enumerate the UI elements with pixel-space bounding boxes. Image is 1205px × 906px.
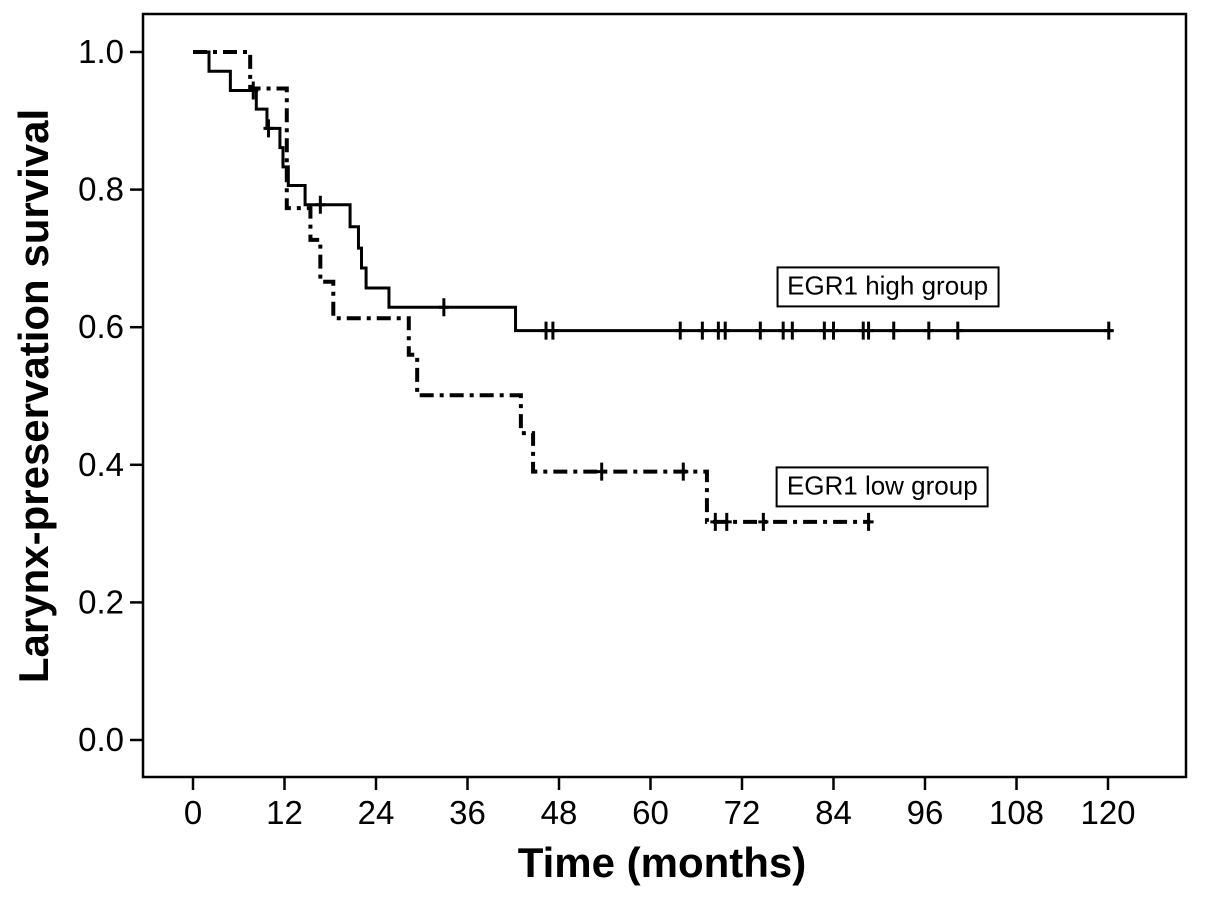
y-tick-label: 0.0 xyxy=(78,721,124,758)
curve-egr1-low-group xyxy=(193,50,871,524)
x-tick-label: 60 xyxy=(632,794,669,831)
y-tick-label: 1.0 xyxy=(78,33,124,70)
x-tick-label: 0 xyxy=(184,794,202,831)
x-tick-label: 108 xyxy=(989,794,1044,831)
x-tick-label: 120 xyxy=(1080,794,1135,831)
x-tick-label: 48 xyxy=(541,794,578,831)
survival-curves xyxy=(193,50,1114,531)
y-axis-title: Larynx-preservation survival xyxy=(10,109,57,683)
y-axis-ticks: 0.0 0.2 0.4 0.6 0.8 1.0 xyxy=(78,33,143,758)
x-tick-label: 72 xyxy=(724,794,761,831)
x-tick-label: 24 xyxy=(358,794,395,831)
x-tick-label: 84 xyxy=(815,794,852,831)
censor-marks-egr1-low-group xyxy=(596,462,874,531)
y-tick-label: 0.6 xyxy=(78,308,124,345)
egr1-low-group-label: EGR1 low group xyxy=(775,466,989,508)
y-tick-label: 0.2 xyxy=(78,583,124,620)
egr1-high-group-label: EGR1 high group xyxy=(776,266,1000,308)
y-tick-label: 0.4 xyxy=(78,446,124,483)
x-tick-label: 12 xyxy=(266,794,303,831)
x-tick-label: 96 xyxy=(907,794,944,831)
plot-frame xyxy=(141,12,1188,779)
x-tick-label: 36 xyxy=(449,794,486,831)
y-tick-label: 0.8 xyxy=(78,171,124,208)
x-axis-ticks: 0 12 24 36 48 60 72 84 96 108 120 xyxy=(184,777,1136,831)
censor-marks-egr1-high-group xyxy=(248,81,1114,340)
x-axis-title: Time (months) xyxy=(518,839,807,886)
